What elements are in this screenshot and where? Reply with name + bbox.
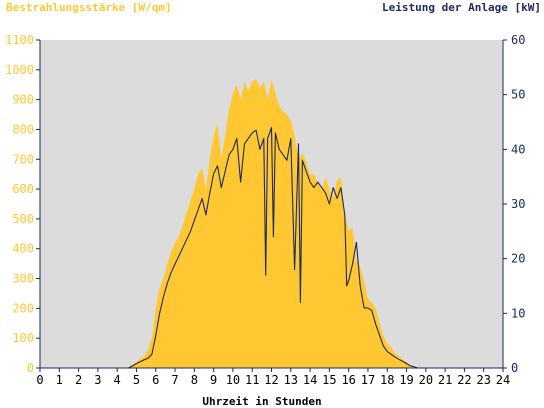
irradiance-layer: [40, 78, 503, 369]
power-layer: [40, 126, 503, 369]
x-tick-label: 1: [56, 373, 63, 387]
x-tick-label: 9: [210, 373, 217, 387]
x-tick-label: 4: [114, 373, 121, 387]
power-line: [40, 126, 503, 369]
x-tick-label: 20: [419, 373, 433, 387]
irradiance-area: [40, 78, 503, 369]
y-left-tick-label: 800: [12, 122, 34, 136]
y-left-tick-label: 100: [12, 331, 34, 345]
x-tick-label: 10: [226, 373, 240, 387]
y-left-tick-label: 500: [12, 212, 34, 226]
x-tick-label: 17: [361, 373, 375, 387]
x-tick-label: 12: [264, 373, 278, 387]
y-left-tick-label: 1100: [5, 33, 34, 47]
x-tick-label: 19: [399, 373, 413, 387]
y-right-tick-label: 20: [511, 252, 525, 266]
x-tick-label: 2: [75, 373, 82, 387]
y-left-tick-label: 1000: [5, 63, 34, 77]
y-right-tick-label: 50: [511, 88, 525, 102]
y-right-tick-label: 30: [511, 197, 525, 211]
x-tick-label: 6: [152, 373, 159, 387]
y-left-tick-label: 200: [12, 301, 34, 315]
x-tick-label: 3: [94, 373, 101, 387]
x-tick-label: 15: [322, 373, 336, 387]
y-left-tick-label: 0: [27, 361, 34, 375]
x-tick-label: 22: [457, 373, 471, 387]
x-tick-label: 21: [438, 373, 452, 387]
x-tick-label: 0: [36, 373, 43, 387]
x-tick-label: 13: [284, 373, 298, 387]
x-tick-label: 24: [496, 373, 510, 387]
x-tick-label: 8: [191, 373, 198, 387]
y-right-tick-label: 60: [511, 33, 525, 47]
y-left-tick-label: 700: [12, 152, 34, 166]
x-tick-label: 23: [476, 373, 490, 387]
y-right-tick-label: 40: [511, 142, 525, 156]
y-right-tick-label: 0: [511, 361, 518, 375]
right-axis-title: Leistung der Anlage [kW]: [382, 1, 541, 14]
x-tick-label: 16: [341, 373, 355, 387]
y-left-tick-label: 600: [12, 182, 34, 196]
y-left-tick-label: 900: [12, 93, 34, 107]
x-tick-label: 7: [171, 373, 178, 387]
x-tick-label: 5: [133, 373, 140, 387]
x-tick-label: 14: [303, 373, 317, 387]
y-left-tick-label: 400: [12, 242, 34, 256]
left-axis-title: Bestrahlungsstärke [W/qm]: [6, 1, 172, 14]
x-axis-title: Uhrzeit in Stunden: [202, 395, 321, 408]
x-tick-label: 18: [380, 373, 394, 387]
y-left-tick-label: 300: [12, 272, 34, 286]
tick-labels: 0 1 2 3 4 5 6 7 8 9 10 11 12 13 14 15 16 17 18 19 20 21 22 23 24…: [5, 33, 525, 387]
y-right-tick-label: 10: [511, 306, 525, 320]
x-tick-label: 11: [245, 373, 259, 387]
